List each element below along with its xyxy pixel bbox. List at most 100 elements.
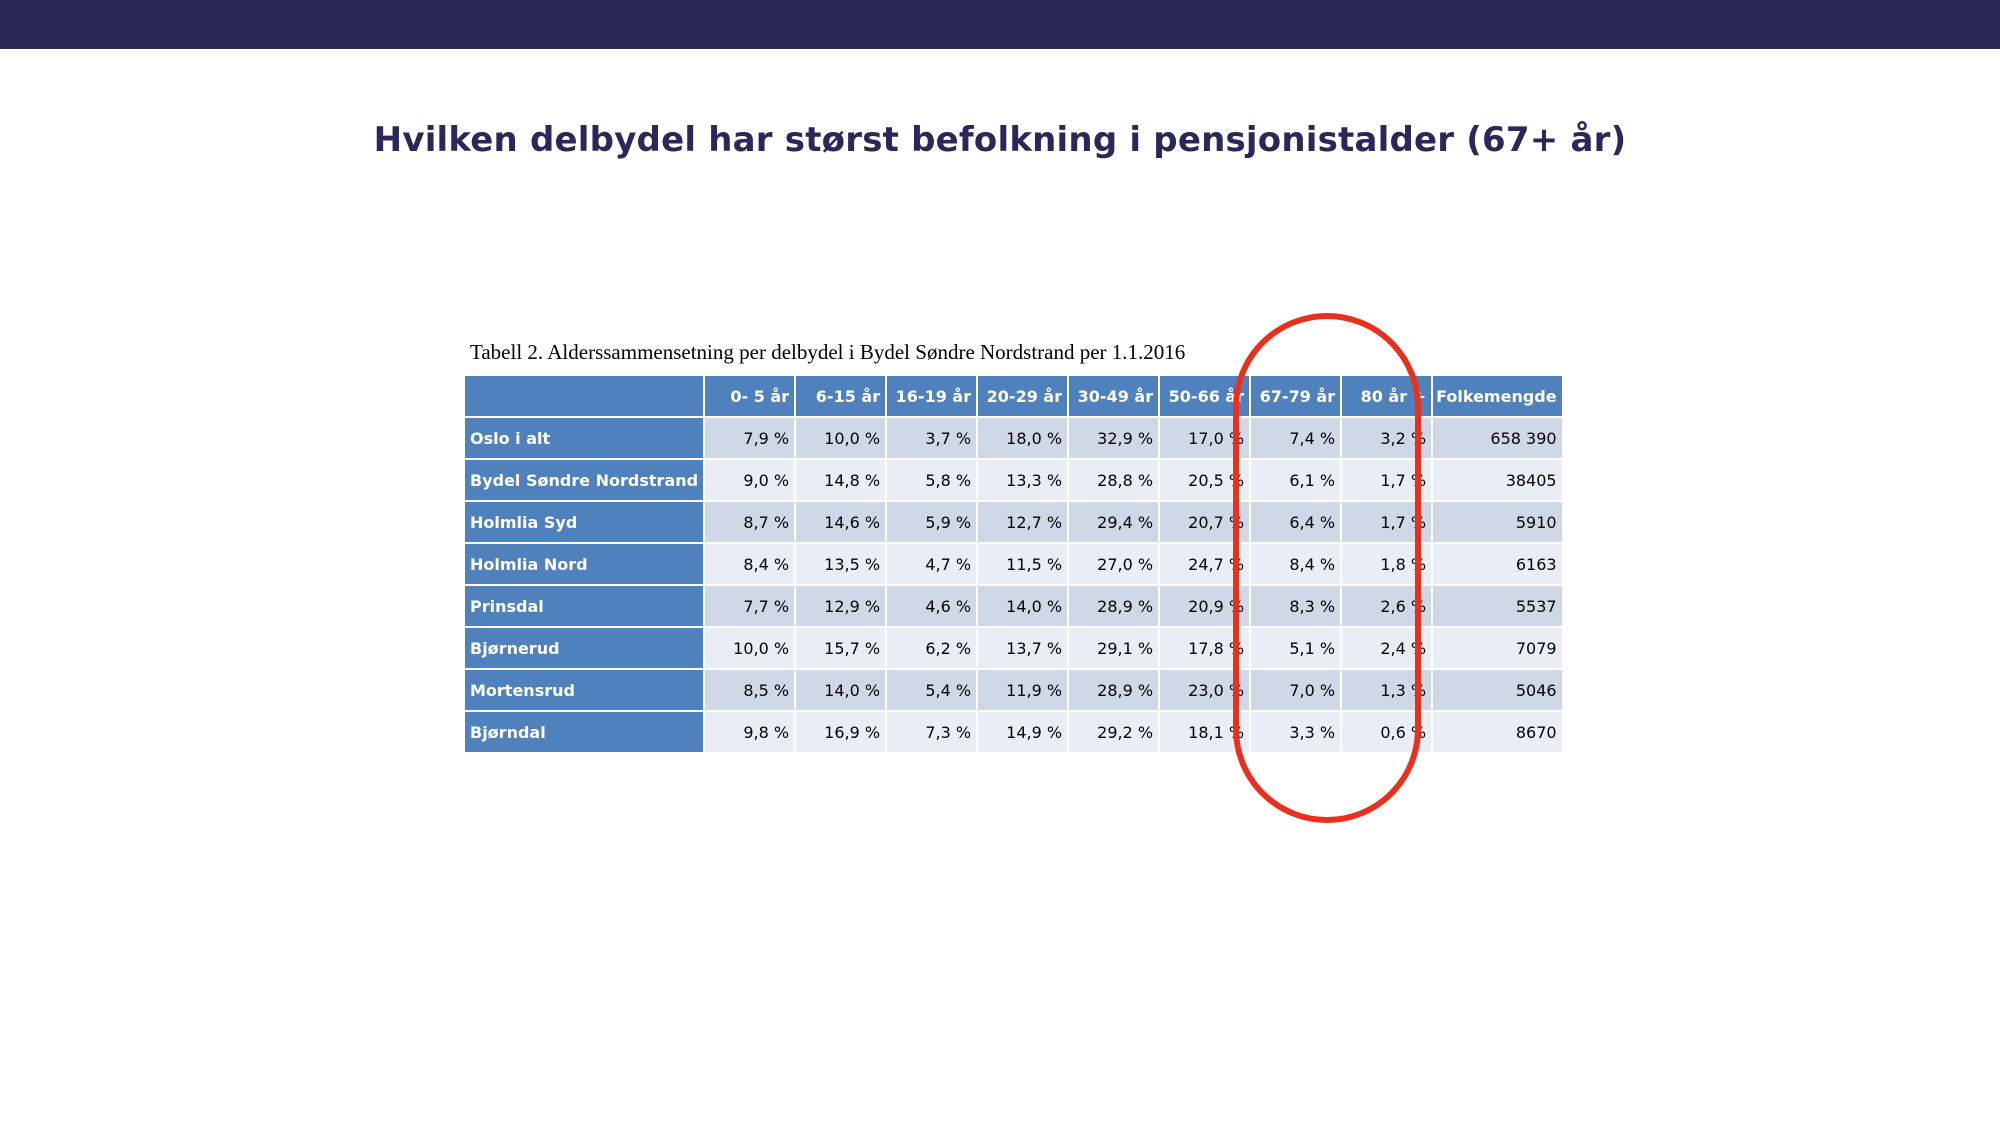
table-row: Bjørndal 9,8 % 16,9 % 7,3 % 14,9 % 29,2 % 18,1…	[465, 712, 1562, 752]
table-cell: 12,9 %	[796, 586, 886, 626]
table-header-row: 0- 5 år 6-15 år 16-19 år 20-29 år 30-49 …	[465, 376, 1562, 416]
table-cell: 20,5 %	[1160, 460, 1250, 500]
table-cell: 27,0 %	[1069, 544, 1159, 584]
table-cell: 7,3 %	[887, 712, 977, 752]
table-cell: 6,2 %	[887, 628, 977, 668]
header-cell-highlighted: 67-79 år	[1251, 376, 1341, 416]
table-cell: 18,1 %	[1160, 712, 1250, 752]
row-label: Mortensrud	[465, 670, 704, 710]
table-cell: 1,7 %	[1342, 460, 1432, 500]
table-cell: 658 390	[1433, 418, 1562, 458]
header-cell: 20-29 år	[978, 376, 1068, 416]
table-cell: 4,7 %	[887, 544, 977, 584]
header-cell-blank	[465, 376, 704, 416]
table-cell: 1,7 %	[1342, 502, 1432, 542]
row-label: Holmlia Nord	[465, 544, 704, 584]
table-cell: 6163	[1433, 544, 1562, 584]
row-label: Oslo i alt	[465, 418, 704, 458]
table-cell: 7,9 %	[705, 418, 795, 458]
table-cell: 20,7 %	[1160, 502, 1250, 542]
table-cell: 10,0 %	[796, 418, 886, 458]
table-cell: 15,7 %	[796, 628, 886, 668]
slide-title: Hvilken delbydel har størst befolkning i…	[373, 120, 1627, 160]
table-cell: 5,4 %	[887, 670, 977, 710]
table-row: Mortensrud 8,5 % 14,0 % 5,4 % 11,9 % 28,9 % 23…	[465, 670, 1562, 710]
table-cell: 14,0 %	[796, 670, 886, 710]
table-cell: 20,9 %	[1160, 586, 1250, 626]
header-cell: 6-15 år	[796, 376, 886, 416]
top-banner	[0, 0, 2000, 49]
table-cell: 3,3 %	[1251, 712, 1341, 752]
table-row: Holmlia Syd 8,7 % 14,6 % 5,9 % 12,7 % 29,4 % 2…	[465, 502, 1562, 542]
table-cell: 13,3 %	[978, 460, 1068, 500]
table-cell: 14,6 %	[796, 502, 886, 542]
table-cell: 5537	[1433, 586, 1562, 626]
header-cell: 0- 5 år	[705, 376, 795, 416]
table-cell: 17,8 %	[1160, 628, 1250, 668]
header-cell: Folkemengde	[1433, 376, 1562, 416]
table-cell: 13,7 %	[978, 628, 1068, 668]
table-cell: 29,1 %	[1069, 628, 1159, 668]
table-cell: 1,3 %	[1342, 670, 1432, 710]
table-cell: 10,0 %	[705, 628, 795, 668]
header-cell-highlighted: 80 år +	[1342, 376, 1432, 416]
table-cell: 7,0 %	[1251, 670, 1341, 710]
table-cell: 23,0 %	[1160, 670, 1250, 710]
table-cell: 2,4 %	[1342, 628, 1432, 668]
table-cell: 5910	[1433, 502, 1562, 542]
table-cell: 32,9 %	[1069, 418, 1159, 458]
table-cell: 8670	[1433, 712, 1562, 752]
row-label: Bjørnerud	[465, 628, 704, 668]
table-cell: 5,8 %	[887, 460, 977, 500]
row-label: Bydel Søndre Nordstrand	[465, 460, 704, 500]
table-cell: 4,6 %	[887, 586, 977, 626]
header-cell: 16-19 år	[887, 376, 977, 416]
table-row: Holmlia Nord 8,4 % 13,5 % 4,7 % 11,5 % 27,0 %…	[465, 544, 1562, 584]
table-row: Bydel Søndre Nordstrand 9,0 % 14,8 % 5,8 % 1…	[465, 460, 1562, 500]
table-cell: 8,7 %	[705, 502, 795, 542]
table-cell: 29,2 %	[1069, 712, 1159, 752]
table-cell: 3,2 %	[1342, 418, 1432, 458]
table-cell: 3,7 %	[887, 418, 977, 458]
table-row: Bjørnerud 10,0 % 15,7 % 6,2 % 13,7 % 29,1 % 17…	[465, 628, 1562, 668]
table-cell: 7,7 %	[705, 586, 795, 626]
table-cell: 0,6 %	[1342, 712, 1432, 752]
table-caption: Tabell 2. Alderssammensetning per delbyd…	[470, 340, 1186, 364]
table-cell: 7079	[1433, 628, 1562, 668]
table-cell: 1,8 %	[1342, 544, 1432, 584]
table-cell: 18,0 %	[978, 418, 1068, 458]
table-cell: 13,5 %	[796, 544, 886, 584]
table-cell: 14,0 %	[978, 586, 1068, 626]
table-cell: 6,1 %	[1251, 460, 1341, 500]
table-cell: 9,8 %	[705, 712, 795, 752]
table-cell: 8,4 %	[1251, 544, 1341, 584]
table-cell: 7,4 %	[1251, 418, 1341, 458]
table-cell: 8,5 %	[705, 670, 795, 710]
table-cell: 9,0 %	[705, 460, 795, 500]
row-label: Holmlia Syd	[465, 502, 704, 542]
age-composition-table: 0- 5 år 6-15 år 16-19 år 20-29 år 30-49 …	[463, 374, 1564, 754]
table-cell: 6,4 %	[1251, 502, 1341, 542]
table-cell: 14,9 %	[978, 712, 1068, 752]
table-row: Prinsdal 7,7 % 12,9 % 4,6 % 14,0 % 28,9 % 20,9…	[465, 586, 1562, 626]
table-cell: 28,9 %	[1069, 586, 1159, 626]
table-row: Oslo i alt 7,9 % 10,0 % 3,7 % 18,0 % 32,9 % 17…	[465, 418, 1562, 458]
table-cell: 14,8 %	[796, 460, 886, 500]
table-cell: 11,9 %	[978, 670, 1068, 710]
header-cell: 30-49 år	[1069, 376, 1159, 416]
table-cell: 8,4 %	[705, 544, 795, 584]
table-cell: 5046	[1433, 670, 1562, 710]
row-label: Prinsdal	[465, 586, 704, 626]
table-cell: 28,9 %	[1069, 670, 1159, 710]
table-cell: 38405	[1433, 460, 1562, 500]
table-cell: 24,7 %	[1160, 544, 1250, 584]
row-label: Bjørndal	[465, 712, 704, 752]
table-cell: 29,4 %	[1069, 502, 1159, 542]
table-cell: 2,6 %	[1342, 586, 1432, 626]
table-cell: 17,0 %	[1160, 418, 1250, 458]
table-cell: 11,5 %	[978, 544, 1068, 584]
table-cell: 5,1 %	[1251, 628, 1341, 668]
header-cell: 50-66 år	[1160, 376, 1250, 416]
table-cell: 5,9 %	[887, 502, 977, 542]
table-cell: 8,3 %	[1251, 586, 1341, 626]
